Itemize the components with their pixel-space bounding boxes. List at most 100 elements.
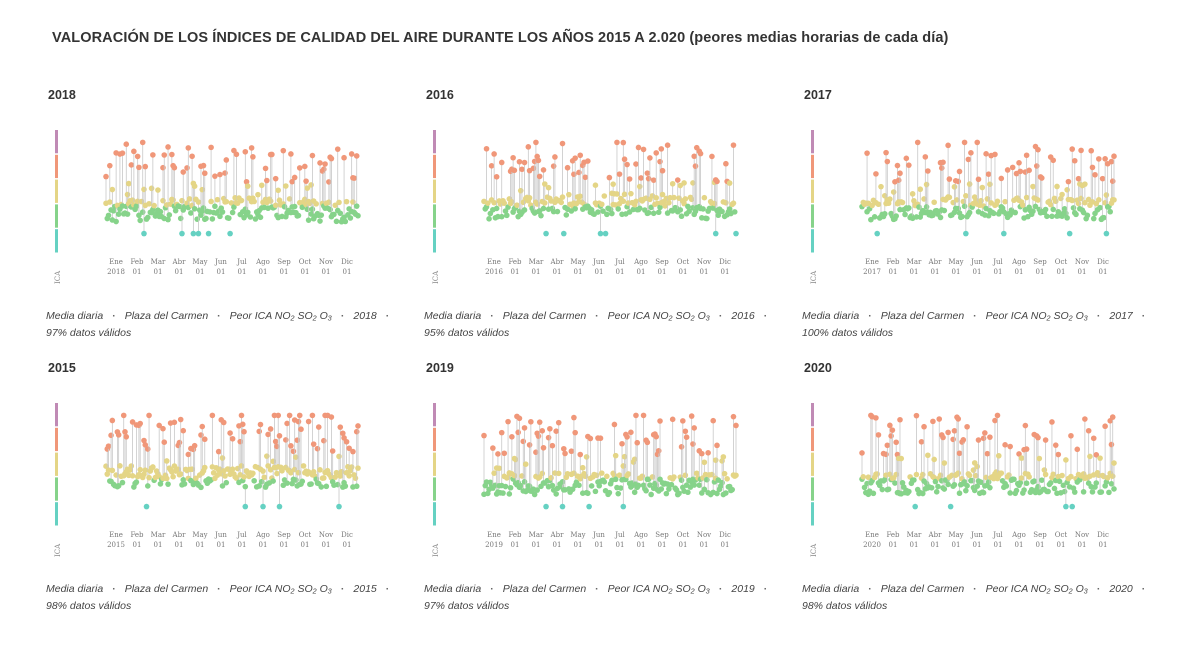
data-point-peak — [644, 170, 651, 176]
x-tick-day-label: 01 — [658, 268, 667, 276]
x-tick-day-label: 01 — [217, 541, 226, 549]
data-point-peak — [238, 412, 245, 419]
data-point-peak — [1075, 175, 1082, 182]
data-point-peak — [308, 182, 314, 188]
data-point — [946, 194, 953, 201]
data-point-peak — [647, 155, 653, 161]
data-point-peak — [620, 463, 627, 469]
data-point — [906, 205, 912, 211]
chart-footer: Media diaria · Plaza del Carmen · Peor ICA N… — [46, 581, 398, 615]
data-point — [912, 503, 918, 510]
data-point — [932, 478, 939, 485]
data-point-peak — [884, 442, 891, 449]
data-point — [300, 463, 307, 469]
data-point-peak — [329, 448, 336, 454]
data-point — [498, 213, 505, 220]
data-point — [937, 214, 944, 221]
data-point-peak — [865, 474, 872, 481]
x-tick-month-label: Ago — [633, 531, 648, 539]
data-point — [170, 197, 176, 203]
data-point-peak — [1069, 146, 1076, 152]
data-point-peak — [290, 448, 297, 455]
data-point — [681, 200, 687, 207]
data-point — [696, 482, 703, 488]
data-point-peak — [889, 427, 896, 433]
data-point — [146, 200, 152, 207]
data-point-peak — [873, 171, 879, 177]
data-point — [1007, 490, 1013, 496]
data-point — [1071, 489, 1078, 495]
data-point — [350, 199, 356, 205]
data-point — [704, 215, 710, 222]
x-tick-year-label: 2016 — [485, 268, 503, 276]
ica-axis-label: ICA — [54, 270, 62, 284]
data-point — [555, 470, 562, 477]
data-point — [151, 202, 157, 209]
x-tick-month-label: Oct — [1055, 531, 1068, 539]
data-point-peak — [883, 149, 889, 156]
footer-separator: · — [718, 310, 723, 322]
ica-scale-segment — [811, 477, 814, 501]
data-point — [941, 207, 948, 214]
x-tick-month-label: Feb — [886, 531, 900, 539]
data-point — [1031, 478, 1038, 484]
data-point — [881, 211, 888, 217]
data-point — [1104, 475, 1111, 481]
data-point-peak — [1087, 453, 1093, 460]
data-point — [304, 206, 311, 213]
data-point-peak — [106, 162, 113, 169]
data-point — [721, 470, 728, 477]
data-point — [1045, 488, 1051, 495]
footer-valid-data: 98% datos válidos — [46, 600, 132, 612]
data-point — [338, 468, 345, 475]
data-point — [1108, 480, 1115, 487]
data-point-peak — [895, 177, 902, 183]
footer-station: Plaza del Carmen — [880, 310, 965, 322]
data-point-peak — [501, 450, 508, 457]
footer-station: Plaza del Carmen — [124, 583, 209, 595]
data-point — [1082, 199, 1088, 206]
data-point — [598, 201, 605, 208]
data-point-peak — [195, 199, 202, 205]
data-point-peak — [674, 177, 681, 183]
data-point-peak — [1018, 455, 1025, 461]
footer-separator: · — [385, 310, 390, 322]
data-point — [256, 483, 263, 489]
data-point — [267, 198, 274, 204]
data-point — [973, 472, 979, 479]
data-point — [538, 212, 544, 219]
data-point — [501, 200, 508, 206]
data-point-peak — [659, 167, 666, 174]
data-point-peak — [1103, 192, 1110, 198]
data-point — [212, 203, 218, 210]
data-point — [252, 216, 259, 222]
footer-pollutants: Peor ICA NO₂ SO₂ O₃ — [229, 583, 332, 595]
data-point-peak — [1039, 175, 1045, 181]
data-point-peak — [267, 426, 274, 432]
x-tick-month-label: Ago — [633, 258, 648, 266]
x-tick-month-label: Feb — [130, 258, 144, 266]
data-point — [704, 476, 710, 483]
data-point-peak — [516, 415, 523, 422]
data-point-peak — [597, 435, 604, 442]
data-point — [719, 479, 725, 486]
data-point-peak — [577, 451, 584, 458]
data-point — [217, 213, 223, 220]
data-point — [1090, 215, 1097, 222]
data-point-peak — [545, 434, 552, 441]
data-point-peak — [1097, 455, 1103, 461]
data-point-peak — [536, 419, 543, 425]
data-point — [170, 473, 176, 480]
data-point — [899, 199, 906, 206]
data-point-peak — [987, 181, 993, 188]
data-point — [923, 204, 930, 210]
panel-year-title: 2019 — [426, 361, 454, 375]
ica-scale-segment — [55, 179, 58, 203]
data-point — [491, 470, 497, 476]
data-point — [177, 215, 184, 222]
data-point — [177, 471, 184, 477]
data-point — [1106, 489, 1112, 496]
footer-year: 2019 — [731, 583, 755, 595]
footer-separator: · — [1096, 310, 1101, 322]
data-point — [671, 194, 677, 201]
